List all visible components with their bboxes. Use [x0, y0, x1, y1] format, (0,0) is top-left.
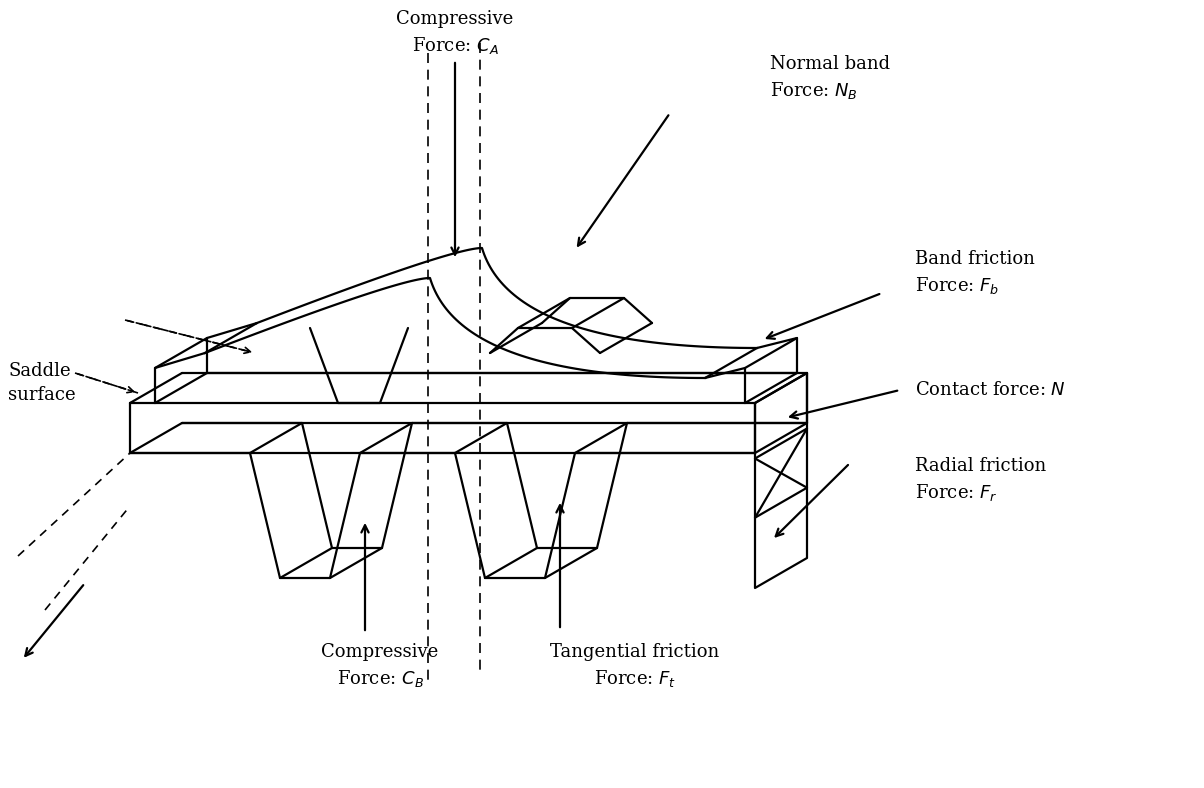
Text: Tangential friction
Force: $\mathit{F}_t$: Tangential friction Force: $\mathit{F}_t…	[550, 643, 720, 689]
Text: Band friction
Force: $\mathit{F}_b$: Band friction Force: $\mathit{F}_b$	[915, 251, 1035, 296]
Text: Normal band
Force: $\mathit{N}_B$: Normal band Force: $\mathit{N}_B$	[771, 55, 890, 101]
Text: Compressive
Force: $\mathit{C}_B$: Compressive Force: $\mathit{C}_B$	[321, 643, 438, 689]
Text: Compressive
Force: $\mathit{C}_A$: Compressive Force: $\mathit{C}_A$	[396, 10, 514, 56]
Text: Radial friction
Force: $\mathit{F}_r$: Radial friction Force: $\mathit{F}_r$	[915, 457, 1046, 503]
Text: Contact force: $\mathit{N}$: Contact force: $\mathit{N}$	[915, 381, 1066, 399]
Text: Saddle
surface: Saddle surface	[8, 362, 76, 403]
